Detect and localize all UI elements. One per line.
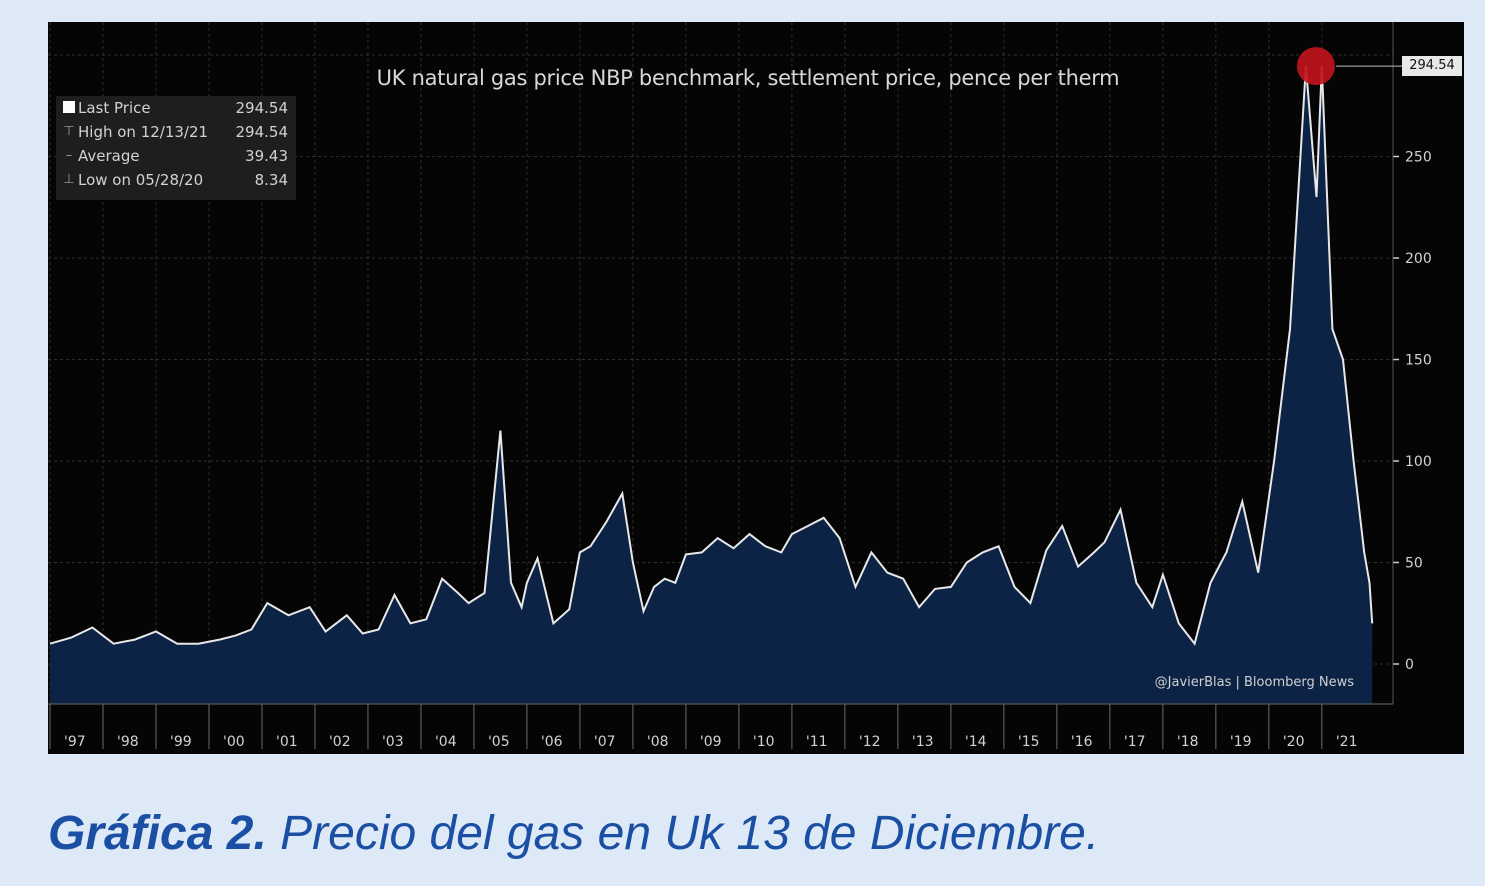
x-tick-label: '10 — [753, 734, 775, 750]
legend-label: Last Price — [78, 99, 151, 117]
y-tick-label: 50 — [1405, 556, 1423, 572]
x-tick-label: '07 — [594, 734, 616, 750]
legend-row-last-price: Last Price 294.54 — [56, 96, 296, 120]
chart-panel: 0 50 100 150 200 250 '97 '98 '99 '00 '01 '02 '03 '04… — [48, 22, 1464, 754]
legend-label: High on 12/13/21 — [78, 123, 209, 141]
last-price-dot — [1296, 47, 1335, 86]
y-tick-label: 150 — [1405, 353, 1432, 369]
x-tick-label: '13 — [912, 734, 934, 750]
high-marker-icon: ⊤ — [63, 124, 75, 139]
x-tick-label: '00 — [223, 734, 245, 750]
x-tick-label: '18 — [1177, 734, 1199, 750]
x-tick-label: '11 — [806, 734, 828, 750]
low-marker-icon: ⊥ — [63, 172, 75, 187]
y-tick-label: 0 — [1405, 657, 1414, 673]
price-chart: 0 50 100 150 200 250 '97 '98 '99 '00 '01 '02 '03 '04… — [48, 22, 1432, 750]
price-area-fill — [50, 66, 1373, 705]
legend-row-low: ⊥ Low on 05/28/20 8.34 — [56, 168, 296, 192]
average-marker-icon: – — [65, 148, 73, 163]
x-axis: '97 '98 '99 '00 '01 '02 '03 '04 '05 '06 '07 '08 '09 '… — [48, 703, 1393, 750]
y-tick-label: 100 — [1405, 454, 1432, 470]
x-tick-label: '20 — [1283, 734, 1305, 750]
last-price-marker — [1296, 47, 1402, 86]
legend-label: Average — [78, 147, 140, 165]
legend-value: 294.54 — [235, 123, 289, 141]
price-line — [49, 66, 1374, 646]
legend-row-average: – Average 39.43 — [56, 144, 296, 168]
x-tick-label: '14 — [965, 734, 987, 750]
caption-label: Gráfica 2. — [48, 807, 267, 860]
x-tick-label: '03 — [382, 734, 404, 750]
last-price-tag: 294.54 — [1402, 56, 1462, 76]
x-tick-label: '17 — [1124, 734, 1146, 750]
x-tick-label: '08 — [647, 734, 669, 750]
x-tick-label: '06 — [541, 734, 563, 750]
chart-title: UK natural gas price NBP benchmark, sett… — [376, 66, 1120, 90]
x-tick-label: '98 — [117, 734, 139, 750]
price-area — [49, 66, 1374, 705]
y-axis: 0 50 100 150 200 250 — [1392, 22, 1432, 704]
x-tick-label: '12 — [859, 734, 881, 750]
x-tick-label: '04 — [435, 734, 457, 750]
legend-label: Low on 05/28/20 — [78, 171, 204, 189]
x-tick-label: '15 — [1018, 734, 1040, 750]
x-tick-label: '01 — [276, 734, 298, 750]
legend-row-high: ⊤ High on 12/13/21 294.54 — [56, 120, 296, 144]
last-price-swatch-icon — [62, 96, 76, 122]
y-tick-label: 200 — [1405, 251, 1432, 267]
figure-caption: Gráfica 2. Precio del gas en Uk 13 de Di… — [48, 806, 1099, 861]
x-tick-label: '97 — [64, 734, 86, 750]
chart-credit: @JavierBlas | Bloomberg News — [1154, 675, 1354, 690]
x-tick-label: '19 — [1230, 734, 1252, 750]
legend-value: 39.43 — [245, 147, 288, 165]
x-tick-label: '09 — [700, 734, 722, 750]
legend-value: 294.54 — [235, 99, 289, 117]
y-tick-label: 250 — [1405, 150, 1432, 166]
legend-value: 8.34 — [254, 171, 288, 189]
x-tick-label: '02 — [329, 734, 351, 750]
x-tick-label: '99 — [170, 734, 192, 750]
x-tick-label: '21 — [1336, 734, 1358, 750]
legend: Last Price 294.54 ⊤ High on 12/13/21 294… — [56, 96, 296, 200]
caption-text: Precio del gas en Uk 13 de Diciembre. — [266, 807, 1100, 860]
x-tick-label: '16 — [1071, 734, 1093, 750]
x-tick-label: '05 — [488, 734, 510, 750]
